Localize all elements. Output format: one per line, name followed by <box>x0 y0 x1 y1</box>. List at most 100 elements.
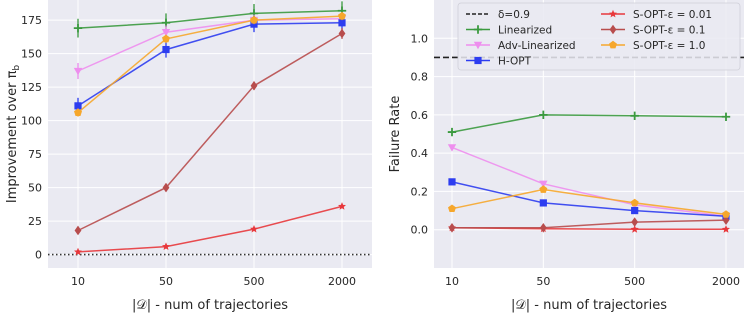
data-point <box>338 28 346 39</box>
y-tick-label: 0.6 <box>411 109 429 122</box>
y-tick-label: 150 <box>21 48 42 61</box>
y-axis-label-subscript: b <box>12 65 22 71</box>
x-axis-label: |𝒟| - num of trajectories <box>511 298 667 313</box>
x-tick-label: 2000 <box>712 275 740 288</box>
legend-item: δ=0.9 <box>466 9 530 21</box>
legend-marker <box>473 41 483 50</box>
legend-label: S-OPT-ε = 1.0 <box>633 40 705 52</box>
data-point <box>74 102 82 110</box>
data-point <box>74 247 82 256</box>
y-tick-label: 1.0 <box>411 32 429 45</box>
data-point <box>448 223 456 233</box>
series-line <box>451 114 727 133</box>
x-tick-label: 10 <box>445 275 459 288</box>
x-tick-label: 10 <box>71 275 85 288</box>
series-line <box>77 22 343 107</box>
x-axis-label: |𝒟| - num of trajectories <box>132 298 288 313</box>
failure-rate-chart: 0.0 0.2 0.4 0.6 0.8 1.0 10 50 500 2000 |𝒟| - num … <box>388 0 744 313</box>
legend-item: Adv-Linearized <box>466 40 576 52</box>
legend-box <box>457 2 741 71</box>
y-tick-label: 0.0 <box>411 224 429 237</box>
data-point <box>73 67 83 76</box>
data-marks <box>434 56 744 233</box>
legend-label: H-OPT <box>498 56 532 68</box>
legend-item: S-OPT-ε = 0.01 <box>601 9 712 21</box>
data-point <box>161 28 171 37</box>
legend-marker <box>473 25 483 34</box>
legend-marker <box>609 9 617 18</box>
y-tick-label: 25 <box>28 215 42 228</box>
legend-label: δ=0.9 <box>498 9 530 21</box>
data-point <box>630 111 639 121</box>
series-line <box>77 9 343 29</box>
series-linearized <box>447 110 731 137</box>
data-point <box>631 217 639 227</box>
legend-label: S-OPT-ε = 0.01 <box>633 9 712 21</box>
data-point <box>338 202 346 210</box>
legend-item: H-OPT <box>466 56 532 68</box>
y-tick-label: 0.2 <box>411 185 429 198</box>
y-tick-label: 50 <box>28 182 42 195</box>
legend-marker <box>474 56 482 65</box>
legend: δ=0.9 Linearized Adv-Linearized H-OPT S-OPT-… <box>457 2 741 71</box>
legend-item: Linearized <box>466 25 552 37</box>
series-line <box>452 219 727 229</box>
data-marks <box>48 1 372 256</box>
data-point <box>73 23 83 33</box>
data-point <box>74 225 82 236</box>
data-point <box>338 11 346 20</box>
x-tick-label: 500 <box>624 275 645 288</box>
data-point <box>74 108 82 116</box>
y-tick-label: 100 <box>21 115 42 128</box>
legend-marker <box>609 24 617 35</box>
data-point <box>162 242 170 250</box>
y-tick-label: 0 <box>35 249 42 262</box>
improvement-chart: 0 25 50 75 100 125 150 175 10 50 500 2000 |𝒟| - num… <box>5 0 372 313</box>
data-point <box>338 19 346 27</box>
series-line <box>77 15 343 114</box>
data-point <box>539 223 547 233</box>
data-point <box>539 110 548 120</box>
y-axis-label-main: Improvement over π <box>5 70 20 203</box>
data-point <box>162 182 170 193</box>
series-line <box>77 205 343 253</box>
data-point <box>250 224 258 233</box>
series-line <box>451 188 727 216</box>
y-axis-label: Improvement over πb <box>5 65 22 204</box>
y-axis-label: Failure Rate <box>388 96 403 173</box>
data-point <box>250 80 258 91</box>
series-line <box>77 32 343 232</box>
series-s-opt-0-1 <box>74 28 346 236</box>
data-point <box>162 34 170 43</box>
data-point <box>162 45 170 54</box>
y-tick-label: 75 <box>28 148 42 161</box>
data-point <box>539 199 547 207</box>
y-tick-label: 0.8 <box>411 71 429 84</box>
x-tick-label: 50 <box>536 275 550 288</box>
series-s-opt-0-01 <box>74 202 346 256</box>
legend-item: S-OPT-ε = 1.0 <box>601 40 705 52</box>
data-point <box>448 204 456 213</box>
x-tick-label: 2000 <box>328 275 356 288</box>
legend-marker <box>609 40 617 49</box>
legend-item: S-OPT-ε = 0.1 <box>601 25 705 37</box>
legend-label: S-OPT-ε = 0.1 <box>633 25 705 37</box>
data-point <box>722 210 730 218</box>
data-point <box>250 15 258 24</box>
x-tick-label: 50 <box>159 275 173 288</box>
data-point <box>448 178 456 186</box>
data-point <box>631 206 639 215</box>
series-s-opt-1-0 <box>448 185 730 218</box>
series-line <box>451 146 727 218</box>
data-point <box>447 127 457 137</box>
x-tick-label: 500 <box>244 275 265 288</box>
data-point <box>722 225 730 233</box>
y-tick-label: 0.4 <box>411 147 429 160</box>
data-point <box>721 112 731 121</box>
legend-label: Linearized <box>498 25 552 37</box>
plot-area <box>48 0 372 268</box>
data-point <box>447 144 457 152</box>
series-s-opt-1-0 <box>74 11 346 117</box>
y-tick-label: 175 <box>21 14 42 27</box>
